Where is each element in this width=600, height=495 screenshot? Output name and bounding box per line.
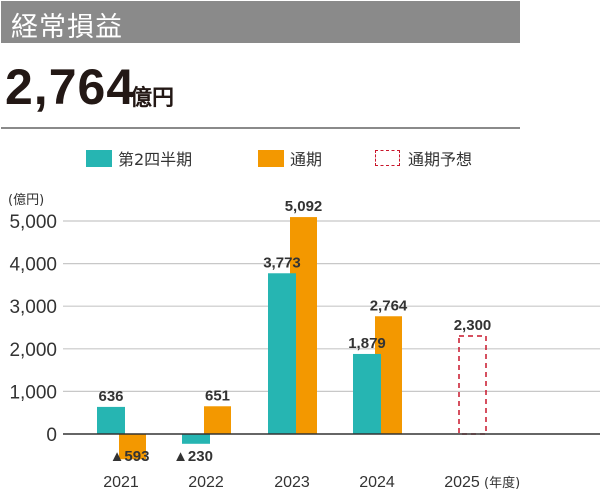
x-tick-label: 2022 xyxy=(188,474,224,491)
headline-unit: 億円 xyxy=(130,86,175,111)
data-label: 3,773 xyxy=(263,254,301,271)
x-tick-label: 2021 xyxy=(103,474,139,491)
x-tick-label: 2023 xyxy=(274,474,310,491)
legend-label-q2: 第2四半期 xyxy=(118,150,193,169)
y-tick-label: 3,000 xyxy=(9,297,57,318)
x-axis-unit: (年度) xyxy=(484,475,520,491)
data-label: 636 xyxy=(98,388,123,405)
data-label: 2,300 xyxy=(454,317,492,334)
legend-label-full-year: 通期 xyxy=(290,150,323,169)
divider xyxy=(1,127,520,129)
y-tick-label: 5,000 xyxy=(9,212,57,233)
data-label: ▲593 xyxy=(110,448,150,465)
bar-forecast-2025 xyxy=(458,335,487,435)
page-title: 経常損益 xyxy=(11,12,123,43)
y-tick-label: 4,000 xyxy=(9,255,57,276)
bar-q2-2024 xyxy=(353,353,381,434)
y-tick-label: 2,000 xyxy=(9,340,57,361)
legend-swatch-q2 xyxy=(86,150,112,167)
data-label: ▲230 xyxy=(173,448,213,465)
x-tick-label: 2025 xyxy=(444,474,480,491)
legend-swatch-full-year xyxy=(258,150,284,167)
legend-label-forecast: 通期予想 xyxy=(408,150,473,169)
y-tick-label: 0 xyxy=(46,425,57,446)
bar-q2-2023 xyxy=(268,273,296,434)
y-tick-label: 1,000 xyxy=(9,382,57,403)
headline-value: 2,764 xyxy=(5,59,136,115)
data-label: 2,764 xyxy=(370,297,408,314)
y-axis-unit: (億円) xyxy=(8,192,44,208)
data-label: 1,879 xyxy=(348,335,386,352)
data-label: 651 xyxy=(205,387,230,404)
bar-q2-2022 xyxy=(182,434,210,444)
bar-q2-2021 xyxy=(97,406,125,434)
bar-full-year-2022 xyxy=(204,406,231,434)
bar-full-year-2021 xyxy=(119,434,146,460)
x-tick-label: 2024 xyxy=(359,474,395,491)
data-label: 5,092 xyxy=(285,198,323,215)
legend-swatch-forecast xyxy=(375,150,400,166)
title-bar: 経常損益 xyxy=(1,1,520,43)
